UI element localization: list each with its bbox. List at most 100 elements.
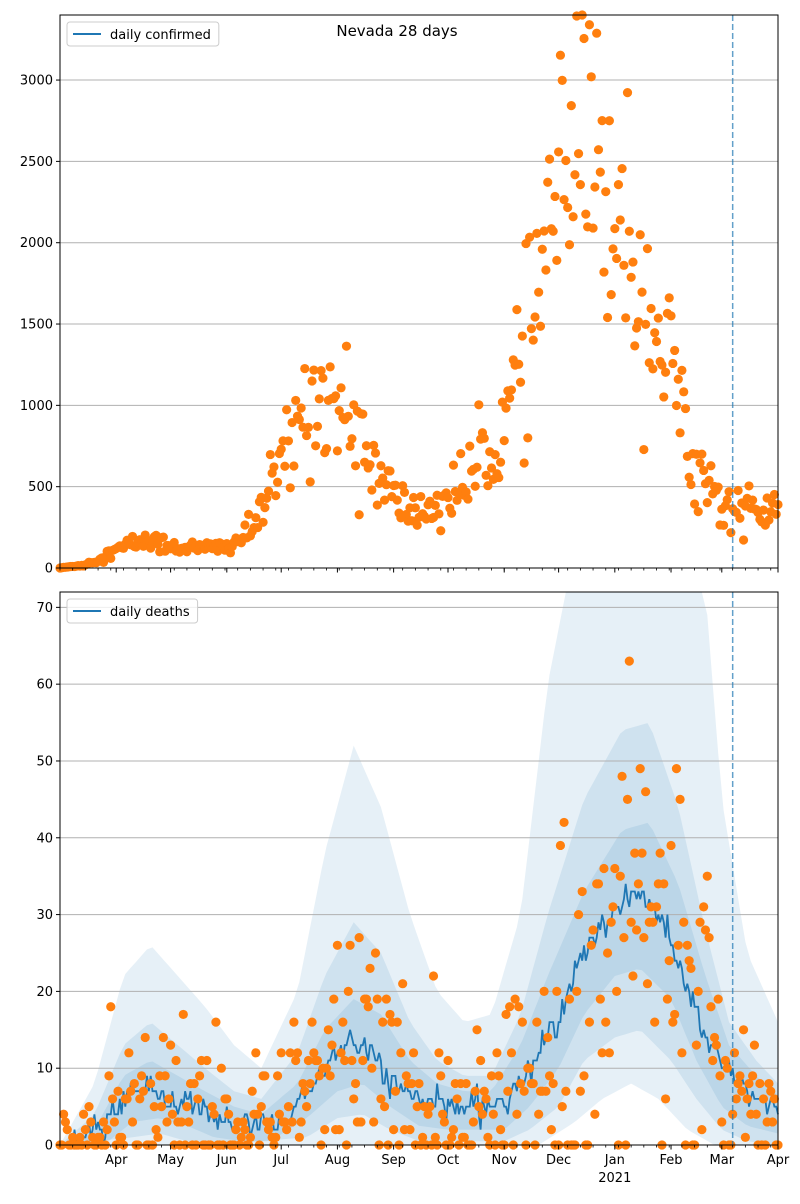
deaths-point bbox=[608, 902, 618, 912]
deaths-point bbox=[176, 1117, 187, 1127]
confirmed-point bbox=[651, 336, 662, 347]
confirmed-point bbox=[271, 491, 281, 501]
confirmed-point bbox=[369, 440, 379, 450]
confirmed-point bbox=[552, 255, 562, 265]
deaths-point bbox=[358, 1055, 368, 1066]
confirmed-point bbox=[312, 421, 323, 431]
deaths-point bbox=[292, 1048, 303, 1058]
confirmed-point bbox=[361, 441, 372, 451]
deaths-point bbox=[695, 917, 705, 927]
confirmed-point bbox=[675, 428, 685, 438]
deaths-point bbox=[709, 1032, 720, 1043]
confirmed-point bbox=[291, 395, 301, 406]
confirmed-point bbox=[564, 240, 575, 250]
confirmed-point bbox=[365, 460, 375, 470]
confirmed-point bbox=[506, 385, 517, 395]
y-tick-label: 30 bbox=[36, 908, 53, 923]
deaths-point bbox=[78, 1109, 89, 1119]
deaths-point bbox=[408, 1048, 419, 1058]
confirmed-point bbox=[653, 313, 663, 323]
confirmed-point bbox=[677, 365, 687, 375]
confirmed-point bbox=[702, 498, 712, 508]
confirmed-legend: daily confirmed bbox=[66, 21, 220, 47]
deaths-point bbox=[240, 1125, 250, 1135]
deaths-point bbox=[439, 1117, 449, 1127]
deaths-point bbox=[744, 1078, 754, 1089]
confirmed-point bbox=[289, 461, 299, 471]
deaths-point bbox=[265, 1117, 275, 1127]
deaths-point bbox=[682, 940, 692, 950]
confirmed-point bbox=[381, 480, 391, 490]
confirmed-point bbox=[347, 434, 357, 444]
confirmed-point bbox=[693, 507, 703, 517]
confirmed-point bbox=[311, 441, 321, 451]
deaths-point bbox=[117, 1132, 127, 1142]
confirmed-point bbox=[601, 187, 611, 197]
deaths-point bbox=[713, 994, 723, 1004]
confirmed-point bbox=[590, 182, 600, 192]
confirmed-point bbox=[684, 472, 694, 482]
confirmed-point bbox=[410, 503, 420, 513]
confirmed-point bbox=[448, 460, 459, 470]
confirmed-point bbox=[341, 341, 352, 351]
confirmed-point bbox=[566, 101, 576, 111]
deaths-panel: 0 10 20 30 40 50 60 70 Apr May Jun Jul Aug Sep Oct Nov… bbox=[36, 591, 790, 1186]
confirmed-point bbox=[539, 226, 549, 236]
deaths-point bbox=[561, 1086, 571, 1096]
confirmed-point bbox=[501, 403, 511, 413]
deaths-point bbox=[156, 1101, 167, 1112]
deaths-point bbox=[135, 1094, 145, 1104]
confirmed-point bbox=[699, 465, 709, 476]
deaths-point bbox=[376, 1094, 386, 1104]
confirmed-point bbox=[534, 287, 544, 297]
x-tick-label: Nov bbox=[492, 1153, 518, 1168]
deaths-point bbox=[651, 902, 662, 912]
confirmed-point bbox=[610, 224, 620, 234]
deaths-point bbox=[60, 1117, 71, 1127]
deaths-point bbox=[515, 1078, 526, 1089]
confirmed-point bbox=[309, 365, 319, 375]
deaths-point bbox=[492, 1048, 502, 1058]
deaths-point bbox=[731, 1094, 741, 1104]
confirmed-point bbox=[106, 553, 116, 563]
deaths-point bbox=[470, 1086, 480, 1096]
deaths-point bbox=[517, 1017, 527, 1027]
deaths-point bbox=[238, 1117, 248, 1127]
confirmed-point bbox=[570, 170, 580, 180]
confirmed-point bbox=[280, 461, 290, 471]
confirmed-point bbox=[680, 403, 691, 414]
confirmed-point bbox=[318, 373, 328, 383]
confirmed-point bbox=[325, 362, 335, 372]
deaths-point bbox=[668, 1017, 678, 1027]
confirmed-point bbox=[544, 154, 555, 164]
deaths-point bbox=[291, 1055, 301, 1066]
confirmed-point bbox=[679, 387, 689, 397]
deaths-point bbox=[390, 1086, 401, 1096]
deaths-point bbox=[633, 879, 643, 889]
deaths-point bbox=[539, 986, 549, 996]
confirmed-point bbox=[367, 485, 377, 495]
confirmed-point bbox=[262, 493, 272, 503]
confirmed-point bbox=[575, 180, 585, 190]
deaths-point bbox=[102, 1125, 112, 1135]
deaths-point bbox=[253, 1109, 263, 1119]
deaths-point bbox=[447, 1132, 457, 1142]
confirmed-point bbox=[301, 430, 312, 441]
confirmed-point bbox=[499, 435, 509, 446]
deaths-point bbox=[126, 1086, 136, 1096]
confirmed-point bbox=[390, 480, 401, 490]
deaths-point bbox=[282, 1125, 292, 1135]
confirmed-point bbox=[650, 328, 660, 338]
deaths-point bbox=[136, 1071, 147, 1081]
deaths-point bbox=[75, 1132, 85, 1142]
y-tick-label: 3000 bbox=[20, 74, 53, 89]
deaths-point bbox=[124, 1048, 134, 1058]
confirmed-point bbox=[668, 358, 678, 369]
deaths-point bbox=[483, 1132, 493, 1142]
confirmed-point bbox=[535, 321, 546, 331]
deaths-point bbox=[363, 1002, 373, 1012]
deaths-point bbox=[222, 1094, 232, 1104]
